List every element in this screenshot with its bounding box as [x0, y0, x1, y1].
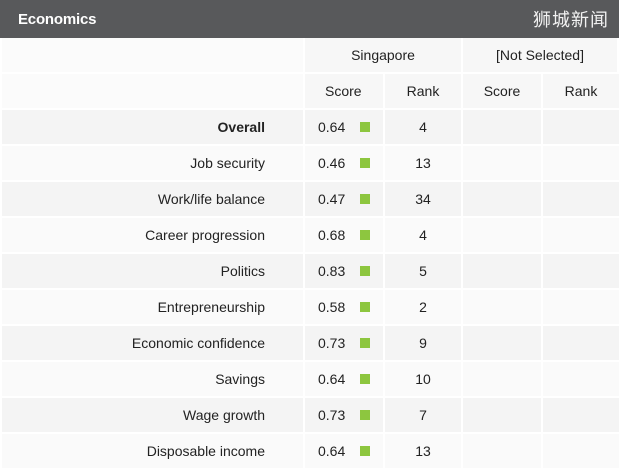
- score-value: 0.64: [318, 119, 346, 135]
- section-header: Economics 狮城新闻: [0, 0, 619, 38]
- score-cell: 0.47: [305, 182, 385, 216]
- score-value: 0.47: [318, 191, 346, 207]
- table-row: Work/life balance 0.47 34: [2, 182, 619, 218]
- score-table: Singapore [Not Selected] Score Rank Scor…: [2, 38, 619, 470]
- not-selected-score-header: Score: [463, 74, 543, 108]
- table-row: Job security 0.46 13: [2, 146, 619, 182]
- rank-value: 7: [385, 398, 463, 432]
- not-selected-rank-cell: [543, 434, 619, 468]
- row-label: Job security: [2, 146, 305, 180]
- table-row: Wage growth 0.73 7: [2, 398, 619, 434]
- score-value: 0.73: [318, 407, 346, 423]
- not-selected-rank-cell: [543, 326, 619, 360]
- not-selected-score-cell: [463, 218, 543, 252]
- score-value: 0.64: [318, 443, 346, 459]
- not-selected-rank-cell: [543, 182, 619, 216]
- score-cell: 0.68: [305, 218, 385, 252]
- score-marker-icon: [360, 374, 370, 384]
- rank-value: 10: [385, 362, 463, 396]
- not-selected-rank-cell: [543, 146, 619, 180]
- not-selected-score-cell: [463, 434, 543, 468]
- score-cell: 0.83: [305, 254, 385, 288]
- row-label: Economic confidence: [2, 326, 305, 360]
- header-blank-cell: [2, 38, 305, 72]
- section-title: Economics: [18, 10, 97, 28]
- score-value: 0.83: [318, 263, 346, 279]
- score-cell: 0.64: [305, 434, 385, 468]
- header-row-countries: Singapore [Not Selected]: [2, 38, 619, 74]
- not-selected-score-cell: [463, 362, 543, 396]
- score-value: 0.64: [318, 371, 346, 387]
- not-selected-rank-header: Rank: [543, 74, 619, 108]
- table-row: Disposable income 0.64 13: [2, 434, 619, 470]
- rank-column-header: Rank: [385, 74, 463, 108]
- row-label: Wage growth: [2, 398, 305, 432]
- score-marker-icon: [360, 266, 370, 276]
- table-row: Politics 0.83 5: [2, 254, 619, 290]
- score-cell: 0.58: [305, 290, 385, 324]
- score-cell: 0.64: [305, 110, 385, 144]
- rank-value: 5: [385, 254, 463, 288]
- rank-value: 13: [385, 434, 463, 468]
- row-label: Politics: [2, 254, 305, 288]
- not-selected-score-cell: [463, 146, 543, 180]
- header-row-metrics: Score Rank Score Rank: [2, 74, 619, 110]
- rank-value: 2: [385, 290, 463, 324]
- score-value: 0.46: [318, 155, 346, 171]
- not-selected-rank-cell: [543, 254, 619, 288]
- not-selected-rank-cell: [543, 218, 619, 252]
- rank-value: 4: [385, 110, 463, 144]
- country-column-header[interactable]: Singapore: [305, 38, 463, 72]
- score-marker-icon: [360, 446, 370, 456]
- rank-value: 9: [385, 326, 463, 360]
- not-selected-score-cell: [463, 254, 543, 288]
- row-label: Overall: [2, 110, 305, 144]
- row-label: Savings: [2, 362, 305, 396]
- row-label: Work/life balance: [2, 182, 305, 216]
- rank-value: 34: [385, 182, 463, 216]
- table-row: Career progression 0.68 4: [2, 218, 619, 254]
- not-selected-column-header[interactable]: [Not Selected]: [463, 38, 619, 72]
- row-label: Entrepreneurship: [2, 290, 305, 324]
- score-value: 0.58: [318, 299, 346, 315]
- score-value: 0.68: [318, 227, 346, 243]
- watermark-text: 狮城新闻: [533, 10, 609, 31]
- not-selected-rank-cell: [543, 290, 619, 324]
- score-marker-icon: [360, 122, 370, 132]
- table-row: Overall 0.64 4: [2, 110, 619, 146]
- row-label: Career progression: [2, 218, 305, 252]
- not-selected-score-cell: [463, 290, 543, 324]
- score-column-header: Score: [305, 74, 385, 108]
- score-cell: 0.64: [305, 362, 385, 396]
- score-cell: 0.46: [305, 146, 385, 180]
- not-selected-rank-cell: [543, 362, 619, 396]
- table-row: Savings 0.64 10: [2, 362, 619, 398]
- score-cell: 0.73: [305, 326, 385, 360]
- score-marker-icon: [360, 194, 370, 204]
- rank-value: 13: [385, 146, 463, 180]
- score-marker-icon: [360, 338, 370, 348]
- not-selected-score-cell: [463, 182, 543, 216]
- score-value: 0.73: [318, 335, 346, 351]
- table-row: Entrepreneurship 0.58 2: [2, 290, 619, 326]
- rank-value: 4: [385, 218, 463, 252]
- score-marker-icon: [360, 410, 370, 420]
- score-marker-icon: [360, 230, 370, 240]
- header-blank-cell: [2, 74, 305, 108]
- score-marker-icon: [360, 158, 370, 168]
- not-selected-score-cell: [463, 398, 543, 432]
- not-selected-rank-cell: [543, 398, 619, 432]
- score-cell: 0.73: [305, 398, 385, 432]
- table-row: Economic confidence 0.73 9: [2, 326, 619, 362]
- row-label: Disposable income: [2, 434, 305, 468]
- not-selected-rank-cell: [543, 110, 619, 144]
- not-selected-score-cell: [463, 110, 543, 144]
- score-marker-icon: [360, 302, 370, 312]
- not-selected-score-cell: [463, 326, 543, 360]
